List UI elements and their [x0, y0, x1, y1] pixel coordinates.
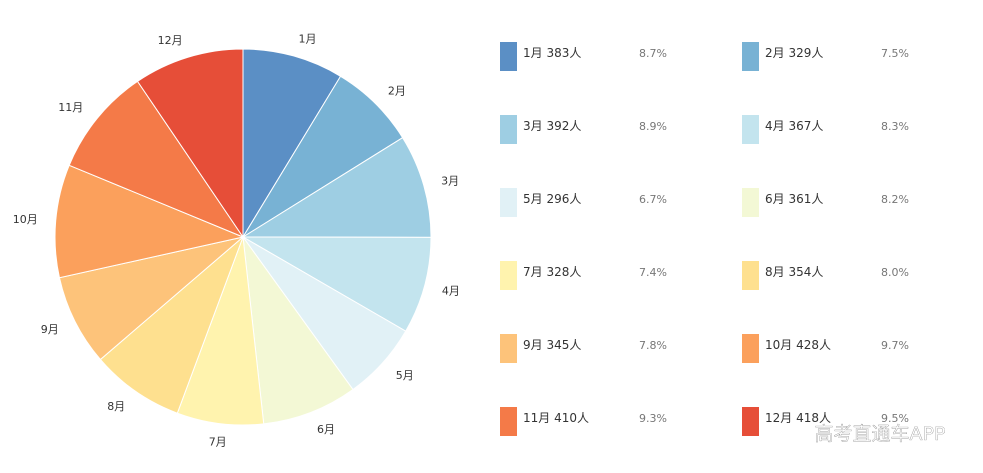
- slice-label-2: 2月: [388, 85, 406, 98]
- legend-percentage: 7.4%: [639, 266, 667, 279]
- legend-swatch: [742, 334, 759, 363]
- legend-label: 11月 410人: [523, 411, 589, 425]
- legend-item-11[interactable]: 11月 410人 9.3%: [500, 407, 667, 436]
- legend-label: 7月 328人: [523, 265, 581, 279]
- legend-swatch: [742, 407, 759, 436]
- pie-slice-labels: 1月 2月 3月 4月 5月 6月 7月 8月 9月 10月 11月 12月: [13, 33, 460, 449]
- legend-swatch: [500, 261, 517, 290]
- pie-slice-4[interactable]: [241, 236, 432, 332]
- legend-item-8[interactable]: 8月 354人 8.0%: [742, 261, 909, 290]
- legend-item-5[interactable]: 5月 296人 6.7%: [500, 188, 667, 217]
- legend-item-7[interactable]: 7月 328人 7.4%: [500, 261, 667, 290]
- legend-swatch: [500, 407, 517, 436]
- watermark-text: 高考直通车APP: [815, 423, 946, 445]
- legend-item-6[interactable]: 6月 361人 8.2%: [742, 188, 909, 217]
- legend-percentage: 9.7%: [881, 339, 909, 352]
- slice-label-8: 8月: [107, 400, 125, 413]
- legend-label: 3月 392人: [523, 119, 581, 133]
- pie-slice-11[interactable]: [68, 80, 245, 239]
- legend-percentage: 8.2%: [881, 193, 909, 206]
- legend-swatch: [742, 188, 759, 217]
- legend-percentage: 9.3%: [639, 412, 667, 425]
- slice-label-7: 7月: [209, 435, 227, 448]
- legend-item-4[interactable]: 4月 367人 8.3%: [742, 115, 909, 144]
- legend-label: 2月 329人: [765, 46, 823, 60]
- pie-slice-8[interactable]: [99, 236, 244, 414]
- legend-label: 12月 418人: [765, 411, 831, 425]
- legend-percentage: 7.8%: [639, 339, 667, 352]
- legend-percentage: 8.3%: [881, 120, 909, 133]
- legend-item-10[interactable]: 10月 428人 9.7%: [742, 334, 909, 363]
- legend-label: 4月 367人: [765, 119, 823, 133]
- pie-slice-1[interactable]: [242, 48, 342, 239]
- chart-legend: 1月 383人 8.7% 2月 329人 7.5% 3月 392人 8.9% 4月 367人…: [500, 42, 909, 436]
- slice-label-1: 1月: [299, 33, 317, 46]
- pie-slice-12[interactable]: [136, 48, 244, 239]
- legend-swatch: [742, 42, 759, 71]
- slice-label-11: 11月: [58, 101, 83, 114]
- legend-item-12[interactable]: 12月 418人 9.5%: [742, 407, 909, 436]
- pie-slices: [54, 48, 432, 426]
- legend-percentage: 6.7%: [639, 193, 667, 206]
- slice-label-5: 5月: [396, 369, 414, 382]
- legend-label: 6月 361人: [765, 192, 823, 206]
- legend-percentage: 8.9%: [639, 120, 667, 133]
- legend-swatch: [500, 188, 517, 217]
- slice-label-9: 9月: [41, 323, 59, 336]
- legend-label: 5月 296人: [523, 192, 581, 206]
- slice-label-6: 6月: [317, 423, 335, 436]
- legend-percentage: 9.5%: [881, 412, 909, 425]
- legend-label: 8月 354人: [765, 265, 823, 279]
- slice-label-10: 10月: [13, 213, 38, 226]
- slice-label-3: 3月: [441, 175, 459, 188]
- legend-label: 1月 383人: [523, 46, 581, 60]
- legend-percentage: 8.7%: [639, 47, 667, 60]
- legend-item-1[interactable]: 1月 383人 8.7%: [500, 42, 667, 71]
- legend-item-2[interactable]: 2月 329人 7.5%: [742, 42, 909, 71]
- legend-swatch: [500, 115, 517, 144]
- pie-slice-10[interactable]: [54, 164, 245, 279]
- legend-percentage: 7.5%: [881, 47, 909, 60]
- pie-slice-3[interactable]: [241, 136, 432, 238]
- slice-label-12: 12月: [158, 34, 183, 47]
- legend-label: 10月 428人: [765, 338, 831, 352]
- legend-swatch: [500, 42, 517, 71]
- pie-slice-6[interactable]: [242, 235, 354, 425]
- legend-swatch: [500, 334, 517, 363]
- legend-item-3[interactable]: 3月 392人 8.9%: [500, 115, 667, 144]
- legend-swatch: [742, 115, 759, 144]
- legend-item-9[interactable]: 9月 345人 7.8%: [500, 334, 667, 363]
- legend-percentage: 8.0%: [881, 266, 909, 279]
- legend-label: 9月 345人: [523, 338, 581, 352]
- slice-label-4: 4月: [442, 285, 460, 298]
- legend-swatch: [742, 261, 759, 290]
